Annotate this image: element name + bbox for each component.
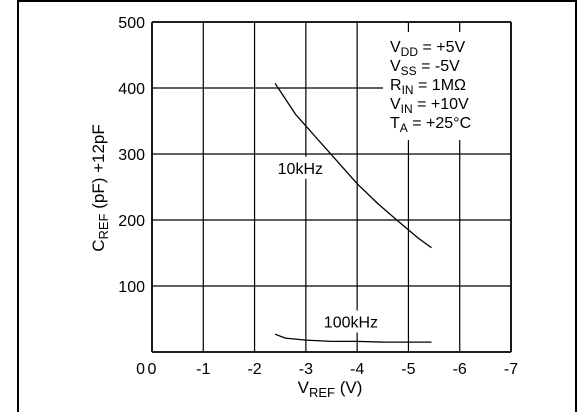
y-axis-title: CREF (pF) +12pF xyxy=(89,124,111,252)
series-line-10khz xyxy=(274,83,432,249)
condition-value: = +10V xyxy=(413,96,469,113)
condition-symbol: R xyxy=(390,77,402,94)
condition-value: = -5V xyxy=(417,58,460,75)
x-axis-title-sub: REF xyxy=(309,385,335,400)
tick-labels: 0 -1 -2 -3 -4 -5 -6 -7 0 100 200 300 400 500 xyxy=(118,15,518,378)
y-axis-title-sub: REF xyxy=(96,213,111,239)
condition-value: = +25°C xyxy=(408,115,471,132)
conditions-box xyxy=(383,32,510,140)
condition-subscript: SS xyxy=(401,64,417,78)
y-tick-label: 0 xyxy=(136,361,145,378)
condition-line: VDD = +5V xyxy=(390,39,465,59)
y-tick-label: 400 xyxy=(118,81,145,98)
condition-line: VSS = -5V xyxy=(390,58,460,78)
y-axis-title-main: C xyxy=(89,240,108,252)
condition-subscript: DD xyxy=(401,45,419,59)
series-line-100khz xyxy=(274,333,432,343)
series-label-100khz: 100kHz xyxy=(324,315,378,332)
condition-subscript: IN xyxy=(402,83,414,97)
condition-subscript: A xyxy=(400,121,408,135)
condition-symbol: V xyxy=(390,96,401,113)
condition-symbol: V xyxy=(390,58,401,75)
y-tick-label: 500 xyxy=(118,15,145,32)
x-tick-label: -5 xyxy=(401,361,415,378)
series-labels: 10kHz 100kHz xyxy=(274,156,384,333)
condition-subscript: IN xyxy=(401,102,413,116)
x-tick-label: 0 xyxy=(148,361,157,378)
condition-line: RIN = 1MΩ xyxy=(390,77,466,97)
y-axis-title-suffix: (pF) +12pF xyxy=(89,124,108,213)
y-tick-label: 100 xyxy=(118,279,145,296)
x-tick-label: -3 xyxy=(299,361,313,378)
x-axis-title-main: V xyxy=(298,378,310,397)
x-tick-label: -4 xyxy=(350,361,364,378)
condition-line: TA = +25°C xyxy=(390,115,471,135)
x-axis-title-suffix: (V) xyxy=(335,378,362,397)
series-label-10khz: 10kHz xyxy=(278,161,323,178)
condition-value: = +5V xyxy=(418,39,465,56)
condition-line: VIN = +10V xyxy=(390,96,469,116)
condition-value: = 1MΩ xyxy=(414,77,466,94)
condition-symbol: V xyxy=(390,39,401,56)
grid xyxy=(151,21,512,353)
x-axis-title: VREF (V) xyxy=(298,378,363,400)
series-label-bg xyxy=(274,156,328,179)
x-tick-label: -1 xyxy=(196,361,210,378)
x-tick-label: -2 xyxy=(247,361,261,378)
x-tick-label: -7 xyxy=(504,361,518,378)
condition-symbol: T xyxy=(390,115,400,132)
series-lines xyxy=(274,83,432,343)
y-tick-label: 300 xyxy=(118,147,145,164)
x-tick-label: -6 xyxy=(453,361,467,378)
y-tick-label: 200 xyxy=(118,213,145,230)
series-label-bg xyxy=(320,310,384,333)
